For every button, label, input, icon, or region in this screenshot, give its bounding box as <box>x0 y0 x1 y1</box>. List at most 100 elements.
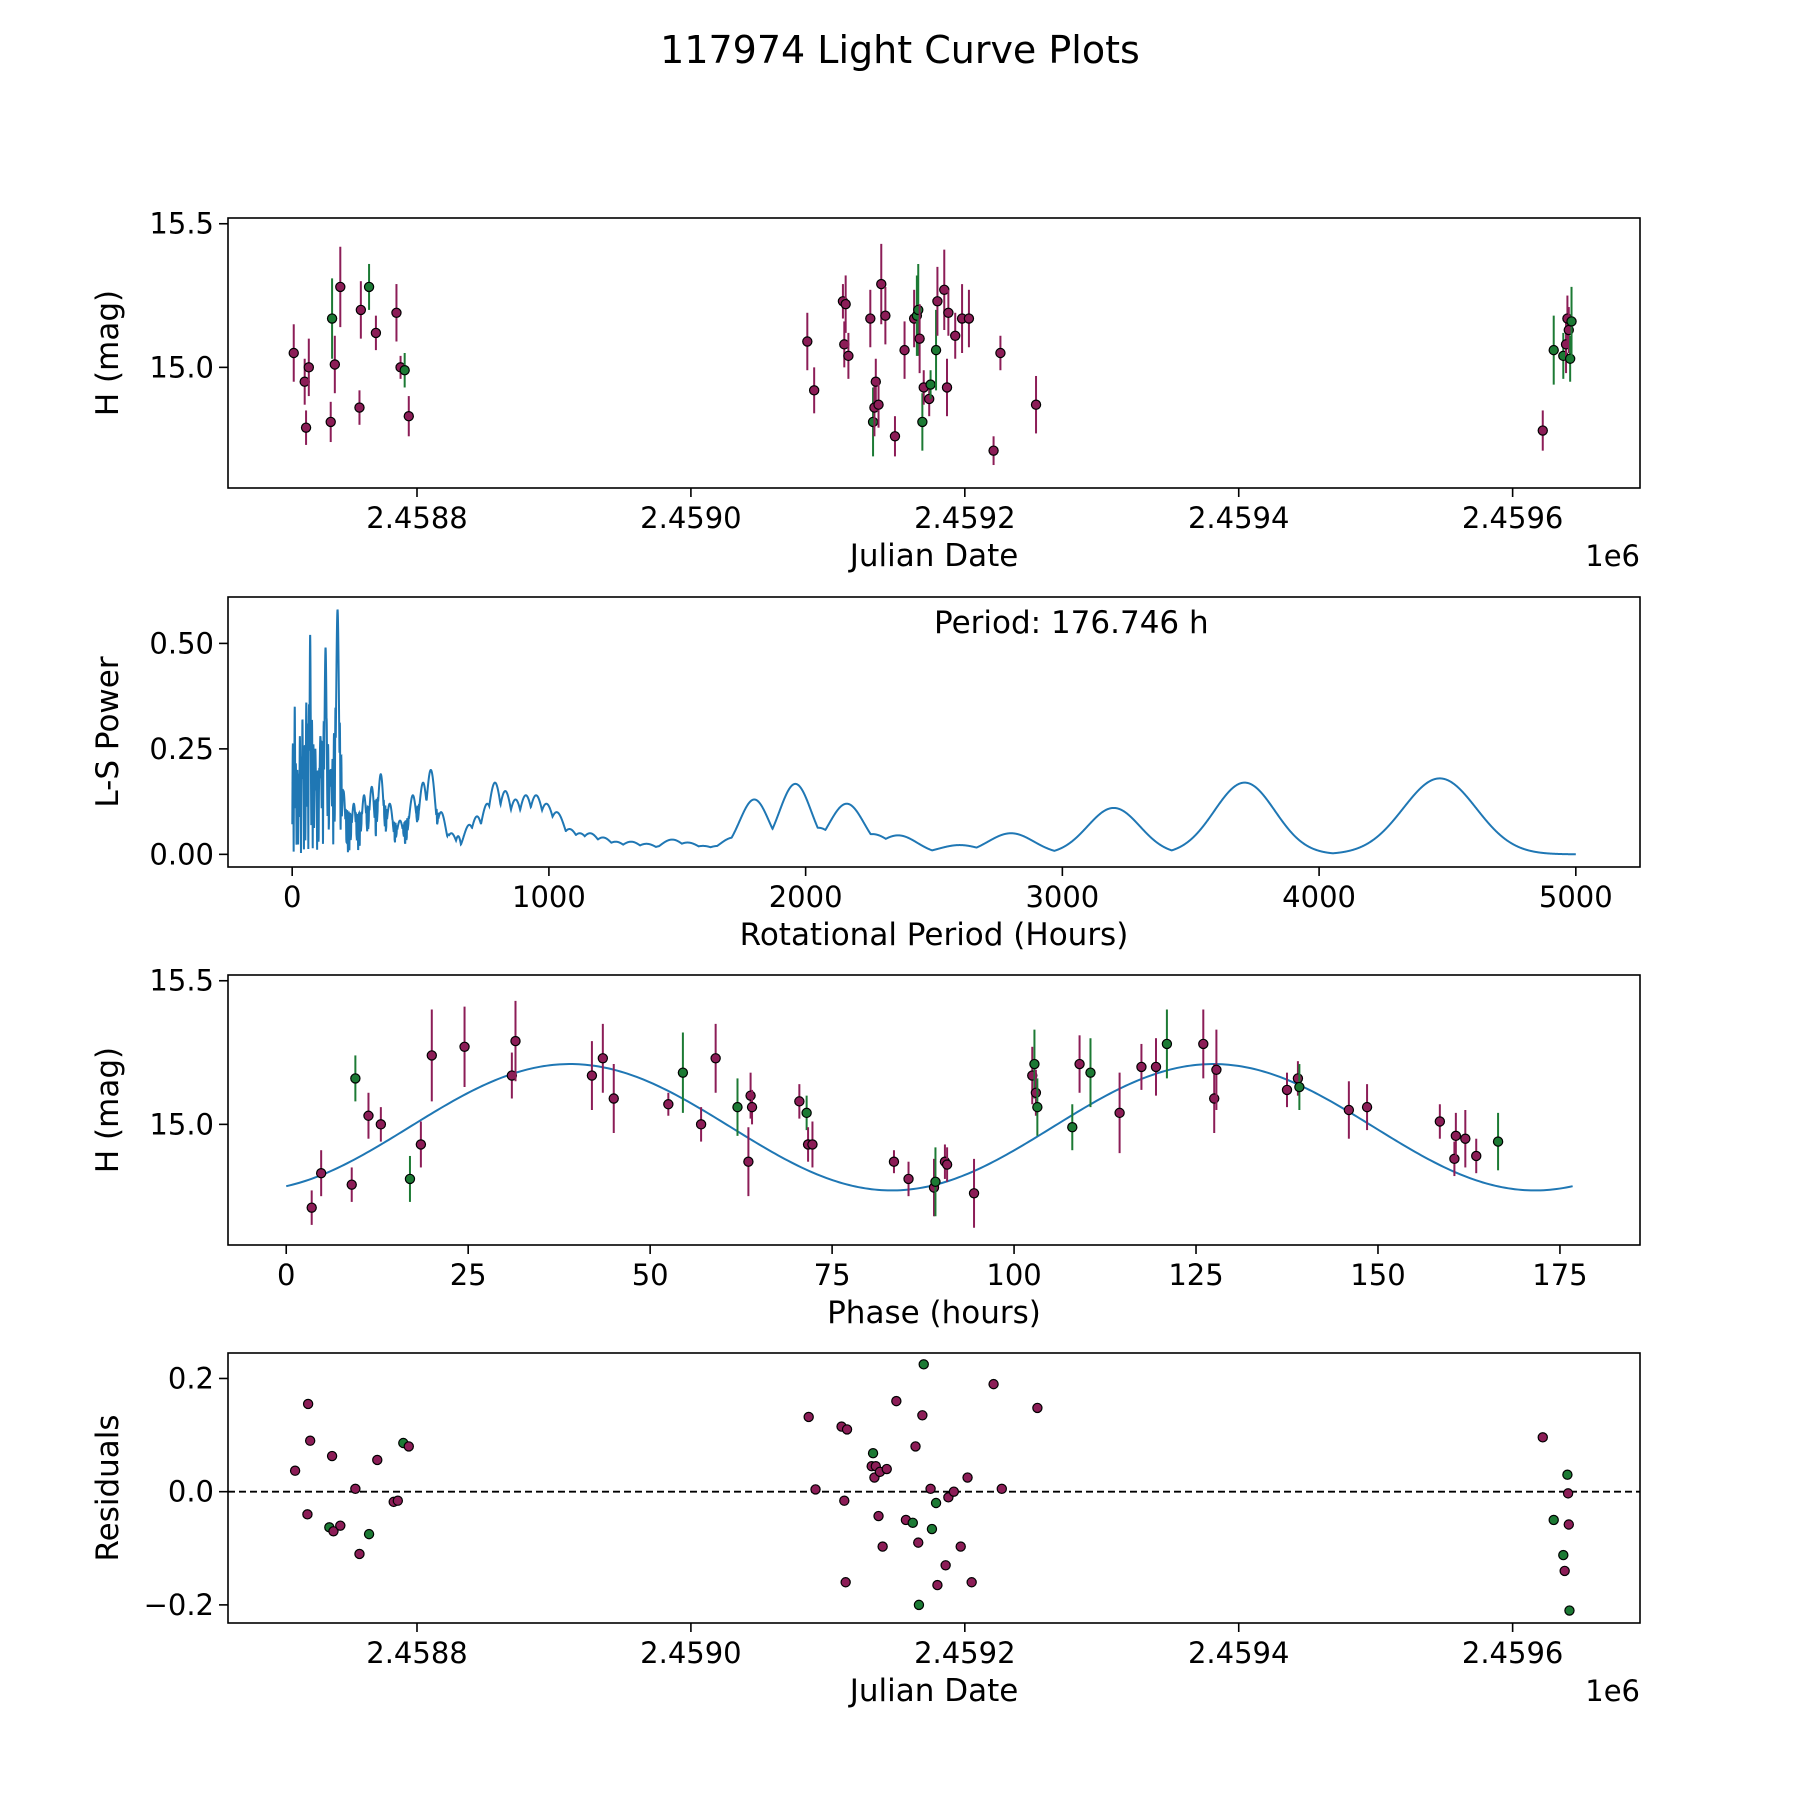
data-point <box>941 1561 950 1570</box>
x-tick-label: 3000 <box>1025 880 1099 914</box>
data-point <box>803 337 812 346</box>
data-point <box>355 1549 364 1558</box>
data-point <box>943 1160 952 1169</box>
figure-title: 117974 Light Curve Plots <box>0 28 1800 72</box>
data-point <box>881 311 890 320</box>
data-point <box>904 1174 913 1183</box>
data-point <box>989 446 998 455</box>
x-tick-label: 1000 <box>512 880 586 914</box>
x-tick-label: 2.4588 <box>366 1636 467 1670</box>
data-point <box>598 1054 607 1063</box>
data-point <box>1162 1039 1171 1048</box>
data-point <box>326 417 335 426</box>
data-point <box>301 423 310 432</box>
data-point <box>347 1180 356 1189</box>
data-point <box>1493 1137 1502 1146</box>
data-point <box>1435 1117 1444 1126</box>
data-point <box>1362 1103 1371 1112</box>
data-point <box>933 297 942 306</box>
data-point <box>989 1380 998 1389</box>
data-point <box>327 314 336 323</box>
data-point <box>304 363 313 372</box>
data-point <box>1461 1134 1470 1143</box>
data-point <box>1344 1105 1353 1114</box>
data-point <box>291 1466 300 1475</box>
y-tick-label: 0.2 <box>168 1361 214 1395</box>
data-point <box>609 1094 618 1103</box>
data-point <box>393 1496 402 1505</box>
data-point <box>1031 1088 1040 1097</box>
data-point <box>890 432 899 441</box>
data-point <box>918 1411 927 1420</box>
data-point <box>307 1203 316 1212</box>
data-point <box>1030 1059 1039 1068</box>
data-point <box>400 366 409 375</box>
data-point <box>914 1600 923 1609</box>
y-tick-label: 15.0 <box>149 1107 214 1141</box>
x-tick-label: 50 <box>632 1258 669 1292</box>
data-point <box>373 1455 382 1464</box>
data-point <box>289 348 298 357</box>
data-point <box>1451 1131 1460 1140</box>
data-point <box>336 1521 345 1530</box>
y-axis-label: H (mag) <box>90 1047 126 1173</box>
data-point <box>996 348 1005 357</box>
y-tick-label: −0.2 <box>144 1588 214 1622</box>
y-tick-label: 0.00 <box>149 837 214 871</box>
data-point <box>841 1578 850 1587</box>
data-point <box>874 1511 883 1520</box>
data-point <box>306 1436 315 1445</box>
data-point <box>868 1449 877 1458</box>
data-point <box>927 1524 936 1533</box>
data-point <box>1563 1489 1572 1498</box>
data-point <box>1151 1062 1160 1071</box>
data-point <box>1075 1059 1084 1068</box>
data-point <box>336 282 345 291</box>
data-point <box>1566 354 1575 363</box>
data-point <box>733 1103 742 1112</box>
data-point <box>967 1578 976 1587</box>
x-axis-label: Julian Date <box>848 1673 1019 1709</box>
data-point <box>1538 426 1547 435</box>
data-point <box>364 1111 373 1120</box>
data-point <box>942 383 951 392</box>
data-point <box>460 1042 469 1051</box>
x-axis-label: Rotational Period (Hours) <box>740 917 1129 953</box>
data-point <box>1086 1068 1095 1077</box>
data-point <box>841 300 850 309</box>
x-tick-label: 4000 <box>1282 880 1356 914</box>
data-point <box>1563 1470 1572 1479</box>
x-offset-label: 1e6 <box>1585 539 1640 573</box>
x-tick-label: 2.4596 <box>1462 1636 1563 1670</box>
x-tick-label: 75 <box>814 1258 851 1292</box>
data-point <box>364 282 373 291</box>
data-point <box>892 1397 901 1406</box>
data-point <box>914 305 923 314</box>
data-point <box>696 1120 705 1129</box>
x-tick-label: 125 <box>1168 1258 1223 1292</box>
x-tick-label: 5000 <box>1539 880 1613 914</box>
period-annotation: Period: 176.746 h <box>934 605 1209 641</box>
data-point <box>1115 1108 1124 1117</box>
x-tick-label: 25 <box>450 1258 487 1292</box>
x-tick-label: 2.4588 <box>366 501 467 535</box>
data-point <box>944 308 953 317</box>
data-point <box>933 1580 942 1589</box>
data-point <box>1564 1520 1573 1529</box>
data-point <box>1210 1094 1219 1103</box>
data-point <box>351 1074 360 1083</box>
data-point <box>1137 1062 1146 1071</box>
data-point <box>303 1510 312 1519</box>
data-point <box>376 1120 385 1129</box>
data-point <box>795 1097 804 1106</box>
x-tick-label: 0 <box>283 880 301 914</box>
data-point <box>1472 1151 1481 1160</box>
data-point <box>808 1140 817 1149</box>
data-point <box>405 1174 414 1183</box>
data-point <box>744 1157 753 1166</box>
y-axis-label: Residuals <box>90 1414 126 1561</box>
data-point <box>840 1496 849 1505</box>
x-axis-label: Phase (hours) <box>827 1295 1041 1331</box>
